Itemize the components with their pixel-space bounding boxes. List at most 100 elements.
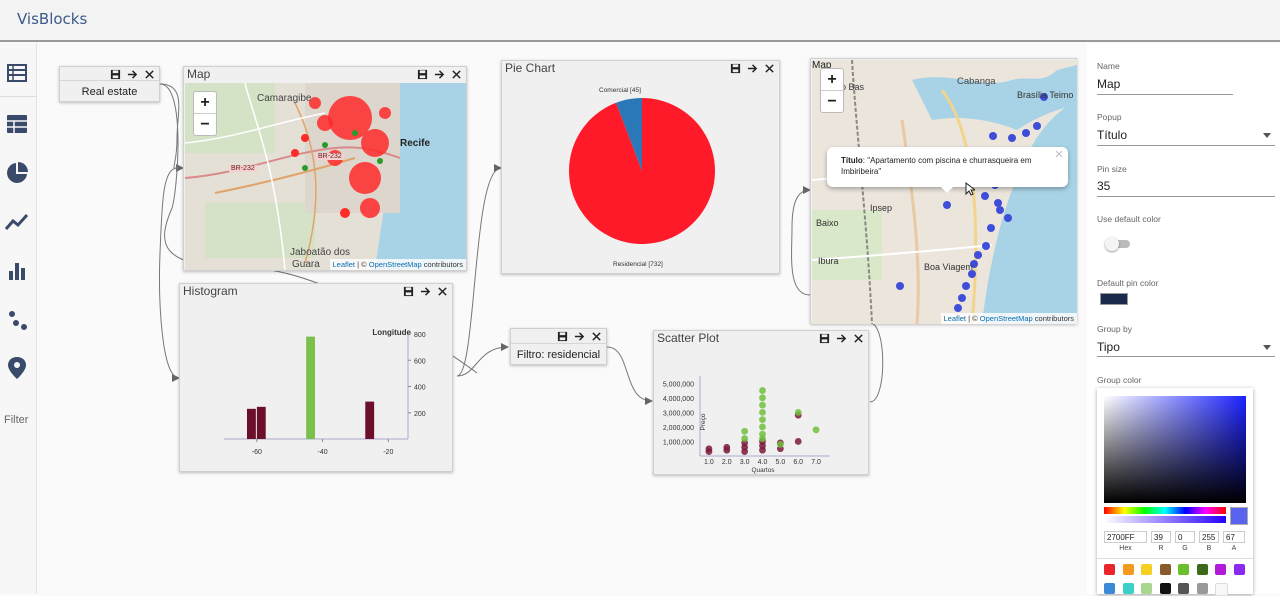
line-chart-icon[interactable] — [5, 210, 29, 234]
close-icon[interactable] — [144, 69, 155, 80]
color-swatch[interactable] — [1196, 564, 1208, 575]
save-icon[interactable] — [403, 286, 414, 297]
save-icon[interactable] — [417, 69, 428, 80]
scatter-x-tick-label: 6.0 — [793, 459, 803, 466]
color-swatch[interactable] — [1122, 583, 1134, 594]
zoom-out-button[interactable]: − — [821, 90, 843, 112]
map-node-1[interactable]: Map — [183, 66, 467, 271]
name-underline — [1097, 94, 1233, 95]
color-swatch[interactable] — [1141, 583, 1152, 594]
map-pins — [896, 93, 1048, 312]
arrow-right-icon[interactable] — [127, 69, 138, 80]
color-swatch[interactable] — [1178, 583, 1189, 594]
close-icon[interactable] — [437, 286, 448, 297]
map-view[interactable]: Camaragibe Recife BR-232 BR-232 Jaboatão… — [185, 83, 466, 270]
scatter-icon[interactable] — [5, 308, 29, 332]
scatter-point — [705, 448, 713, 456]
close-icon[interactable] — [591, 331, 602, 342]
red-input[interactable]: 39 — [1151, 531, 1171, 543]
histogram-node[interactable]: Histogram Longitude -60 -40 -20 200 400 600 8… — [179, 283, 453, 472]
hue-slider[interactable] — [1104, 507, 1226, 514]
zoom-out-button[interactable]: − — [194, 113, 216, 135]
zoom-in-button[interactable]: + — [200, 94, 210, 111]
map-attribution: Leaflet | © OpenStreetMap contributors — [940, 313, 1077, 324]
chevron-down-icon[interactable] — [1263, 133, 1271, 138]
pie-chart-node[interactable]: Pie Chart Comercial [45] Residencial [73… — [501, 60, 780, 274]
popup-select[interactable]: Título — [1097, 128, 1128, 142]
workflow-canvas[interactable]: Real estate Map — [37, 43, 1087, 594]
map-node-2[interactable]: Map Cabanga Brasília Teimo Ipsep Baixo I… — [810, 58, 1077, 324]
hex-input[interactable]: 2700FF — [1104, 531, 1147, 543]
color-swatch[interactable] — [1159, 583, 1171, 594]
color-swatch[interactable] — [1215, 564, 1226, 575]
pin-size-input[interactable]: 35 — [1097, 179, 1111, 193]
osm-link[interactable]: OpenStreetMap — [979, 314, 1033, 323]
scatter-y-tick-label: 3,000,000 — [663, 410, 694, 417]
save-icon[interactable] — [730, 63, 741, 74]
close-icon[interactable] — [764, 63, 775, 74]
zoom-in-button[interactable]: + — [827, 71, 837, 88]
arrow-right-icon[interactable] — [747, 63, 758, 74]
node-title: Pie Chart — [505, 61, 556, 75]
filter-node[interactable]: Filtro: residencial — [510, 328, 607, 365]
leaflet-link[interactable]: Leaflet — [332, 260, 356, 269]
close-icon[interactable] — [451, 69, 462, 80]
bar-chart-icon[interactable] — [5, 259, 29, 283]
pie-chart: Comercial [45] Residencial [732] — [569, 87, 715, 268]
leaflet-link[interactable]: Leaflet — [943, 314, 967, 323]
osm-link[interactable]: OpenStreetMap — [368, 260, 422, 269]
color-picker[interactable]: 2700FF 39 0 255 67 Hex R G B A — [1097, 388, 1253, 596]
scatter-x-tick-label: 7.0 — [811, 459, 821, 466]
color-swatch[interactable] — [1215, 583, 1228, 596]
map-label: Jaboatão dos — [290, 247, 351, 258]
group-color-label: Group color — [1097, 375, 1142, 385]
scatter-plot-node[interactable]: Scatter Plot 1.0 2.0 3.0 4.0 5.0 6.0 7.0 1,000… — [653, 330, 869, 475]
popup-close-icon[interactable] — [1056, 151, 1062, 157]
arrow-right-icon[interactable] — [434, 69, 445, 80]
color-swatch[interactable] — [1122, 564, 1134, 575]
use-default-color-label: Use default color — [1097, 214, 1161, 224]
default-pin-color-swatch[interactable] — [1100, 293, 1128, 305]
default-pin-color-label: Default pin color — [1097, 278, 1159, 288]
group-by-label: Group by — [1097, 324, 1132, 334]
data-source-node[interactable]: Real estate — [59, 66, 160, 102]
use-default-color-toggle[interactable] — [1105, 237, 1130, 251]
scatter-chart: 1.0 2.0 3.0 4.0 5.0 6.0 7.0 1,000,000 2,000,000… — [663, 376, 830, 474]
map-pin-icon[interactable] — [5, 356, 29, 380]
alpha-input[interactable]: 67 — [1223, 531, 1245, 543]
table-icon[interactable] — [5, 112, 29, 136]
close-icon[interactable] — [853, 333, 864, 344]
scatter-point — [759, 446, 766, 454]
map-view[interactable]: Map Cabanga Brasília Teimo Ipsep Baixo I… — [812, 60, 1077, 324]
alpha-slider[interactable] — [1104, 516, 1226, 523]
green-input[interactable]: 0 — [1175, 531, 1195, 543]
save-icon[interactable] — [819, 333, 830, 344]
arrow-right-icon[interactable] — [574, 331, 585, 342]
current-color-preview — [1230, 507, 1248, 525]
color-swatch[interactable] — [1178, 564, 1189, 575]
map-label: Cabanga — [957, 76, 996, 87]
filter-label[interactable]: Filter — [4, 414, 29, 426]
chevron-down-icon[interactable] — [1263, 345, 1271, 350]
blue-input[interactable]: 255 — [1199, 531, 1219, 543]
save-icon[interactable] — [110, 69, 121, 80]
color-swatch[interactable] — [1159, 564, 1171, 575]
group-by-select[interactable]: Tipo — [1097, 340, 1120, 354]
color-swatch[interactable] — [1104, 583, 1115, 594]
pie-chart-icon[interactable] — [5, 161, 29, 185]
saturation-area[interactable] — [1104, 396, 1246, 503]
color-swatch[interactable] — [1141, 564, 1152, 575]
table-view-icon[interactable] — [5, 61, 29, 85]
arrow-right-icon[interactable] — [836, 333, 847, 344]
scatter-y-label: Preço — [700, 413, 707, 430]
name-input[interactable]: Map — [1097, 77, 1121, 91]
map-tiles — [185, 83, 466, 270]
hex-label: Hex — [1119, 545, 1132, 552]
save-icon[interactable] — [557, 331, 568, 342]
color-swatch[interactable] — [1104, 564, 1115, 575]
color-swatch[interactable] — [1196, 583, 1208, 594]
map-label: Recife — [400, 138, 431, 149]
arrow-right-icon[interactable] — [420, 286, 431, 297]
color-swatch[interactable] — [1233, 564, 1245, 575]
zoom-control: + − — [193, 91, 217, 136]
